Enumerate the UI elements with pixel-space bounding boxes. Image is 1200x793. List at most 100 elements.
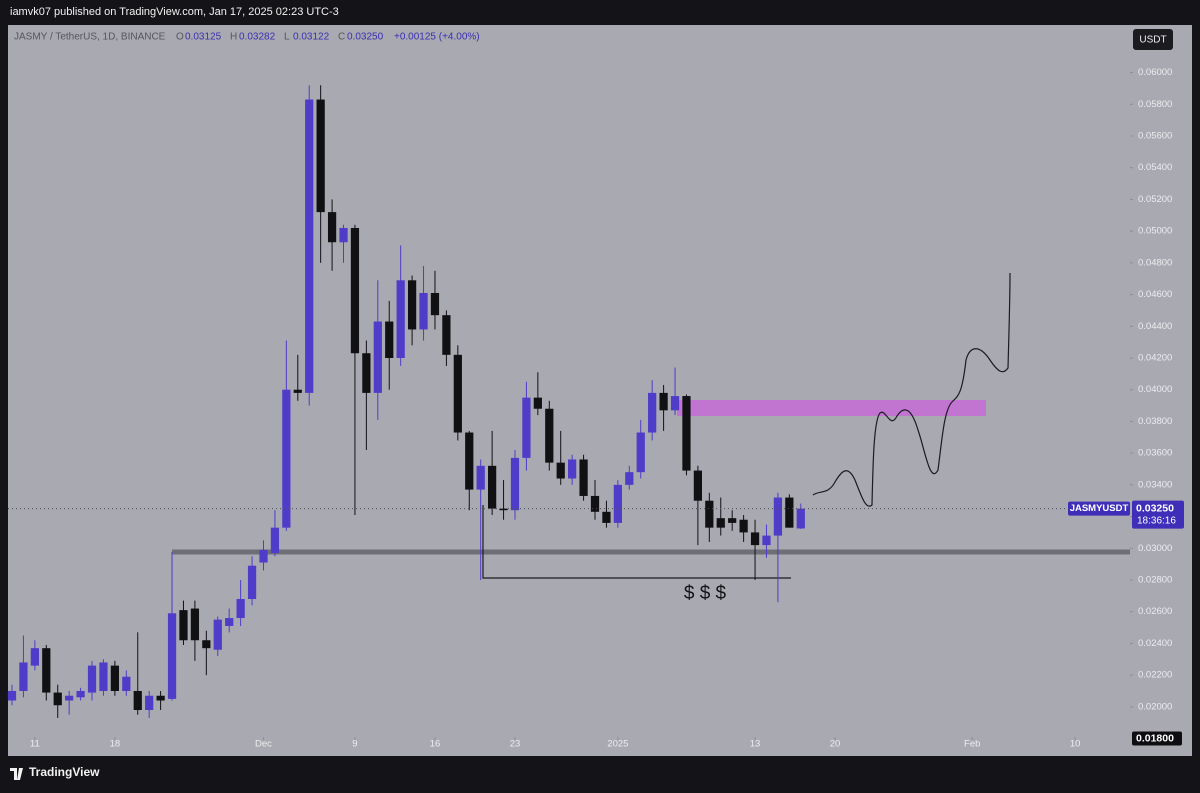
x-tick-label: 11 <box>30 739 40 750</box>
candle-body <box>442 315 451 355</box>
y-tick-label: 0.05600 <box>1138 131 1172 142</box>
candle-body <box>213 619 222 650</box>
candle-body <box>430 292 440 316</box>
legend-ohlc-value: 0.03122 <box>293 32 330 43</box>
candle-body <box>339 227 348 243</box>
y-tick-label: 0.06000 <box>1138 67 1172 78</box>
y-tick-label: 0.04600 <box>1138 289 1172 300</box>
candle-body <box>728 518 737 523</box>
plot-background <box>8 25 1192 756</box>
candle-body <box>30 648 39 666</box>
candle-body <box>785 497 794 528</box>
candle-body <box>625 472 634 485</box>
candle-body <box>568 459 577 479</box>
symbol-tag-label: JASMYUSDT <box>1070 503 1129 514</box>
candle-body <box>236 599 245 619</box>
legend-ohlc-value: 0.03282 <box>239 32 276 43</box>
candle-body <box>499 508 508 511</box>
price-tag-countdown: 18:36:16 <box>1137 515 1176 526</box>
candle-body <box>122 676 131 691</box>
legend-ohlc-value: 0.03125 <box>185 32 222 43</box>
candle-body <box>556 462 565 479</box>
candle-body <box>716 518 725 528</box>
candle-body <box>316 99 325 213</box>
price-tag <box>1132 500 1184 529</box>
y-tick-label: 0.05800 <box>1138 99 1172 110</box>
candle-body <box>202 640 211 649</box>
candle-body <box>659 392 668 411</box>
candle-body <box>407 280 417 330</box>
candle-body <box>19 662 28 691</box>
candle-body <box>739 519 748 533</box>
candle-body <box>373 321 382 393</box>
candle-body <box>7 690 17 701</box>
x-tick-label: 13 <box>750 739 761 750</box>
candles <box>7 85 805 718</box>
liquidity-bracket <box>482 505 791 579</box>
symbol-tag <box>1068 501 1130 516</box>
candle-body <box>510 457 520 511</box>
legend-ohlc-value: 0.03250 <box>347 32 384 43</box>
candle-body <box>579 459 588 496</box>
candle-body <box>53 692 62 706</box>
y-tick-label: 0.05000 <box>1138 226 1172 237</box>
grid: 0.02000 0.02200 0.02400 0.02600 0.02800 0.030… <box>30 67 1172 749</box>
y-tick-label: 0.02400 <box>1138 638 1172 649</box>
annotation: $ $ $ <box>684 583 727 604</box>
candle-body <box>796 508 805 529</box>
legend-ohlc-key: C <box>338 32 345 43</box>
candle-body <box>705 500 714 528</box>
x-tick-label: 9 <box>352 739 357 750</box>
candle-body <box>522 397 531 458</box>
y-tick-label: 0.05200 <box>1138 194 1172 205</box>
y-tick-label: 0.04800 <box>1138 257 1172 268</box>
x-tick-label: Feb <box>964 739 980 750</box>
legend-ohlc-key: L <box>284 32 290 43</box>
candle-body <box>602 511 611 523</box>
y-tick-label: 0.03000 <box>1138 543 1172 554</box>
candle-body <box>613 484 622 523</box>
y-tick-label: 0.03800 <box>1138 416 1172 427</box>
candle-body <box>762 535 771 546</box>
y-tick-label: 0.05400 <box>1138 162 1172 173</box>
footer-logo <box>10 768 23 780</box>
candle-body <box>110 665 120 691</box>
price-marker-label: 0.01800 <box>1136 732 1174 744</box>
y-tick-label: 0.02600 <box>1138 606 1172 617</box>
price-marker-box <box>1132 731 1182 746</box>
candle-body <box>99 662 108 691</box>
candle-body <box>282 389 291 528</box>
x-tick-label: 18 <box>110 739 121 750</box>
y-tick-label: 0.02800 <box>1138 575 1172 586</box>
candle-body <box>305 99 314 393</box>
candle-body <box>133 690 142 711</box>
candle-body <box>670 396 680 411</box>
currency-button[interactable] <box>1133 29 1173 50</box>
legend-change: +0.00125 (+4.00%) <box>394 32 480 43</box>
y-tick-label: 0.02000 <box>1138 701 1172 712</box>
candle-body <box>453 354 462 433</box>
currency-button-label[interactable]: USDT <box>1139 35 1166 46</box>
candle-body <box>533 397 542 409</box>
candle-body <box>590 495 600 512</box>
y-tick-label: 0.04000 <box>1138 384 1172 395</box>
candle-body <box>293 389 302 393</box>
candle-body <box>167 613 177 699</box>
y-tick-label: 0.02200 <box>1138 670 1172 681</box>
header-text: iamvk07 published on TradingView.com, Ja… <box>10 6 339 18</box>
legend-symbol: JASMY / TetherUS, 1D, BINANCE <box>14 32 166 43</box>
candle-body <box>156 695 165 701</box>
supply-zone <box>677 400 986 416</box>
candle-body <box>190 608 200 641</box>
candle-body <box>362 353 371 393</box>
candle-body <box>42 648 51 693</box>
candle-body <box>179 610 188 641</box>
candle-body <box>327 212 337 243</box>
candle-body <box>145 695 154 711</box>
candle-body <box>682 396 691 471</box>
candle-body <box>225 618 234 626</box>
candle-body <box>693 470 703 501</box>
legend: JASMY / TetherUS, 1D, BINANCE O 0.03125 H 0… <box>14 32 480 43</box>
candle-body <box>350 227 360 354</box>
